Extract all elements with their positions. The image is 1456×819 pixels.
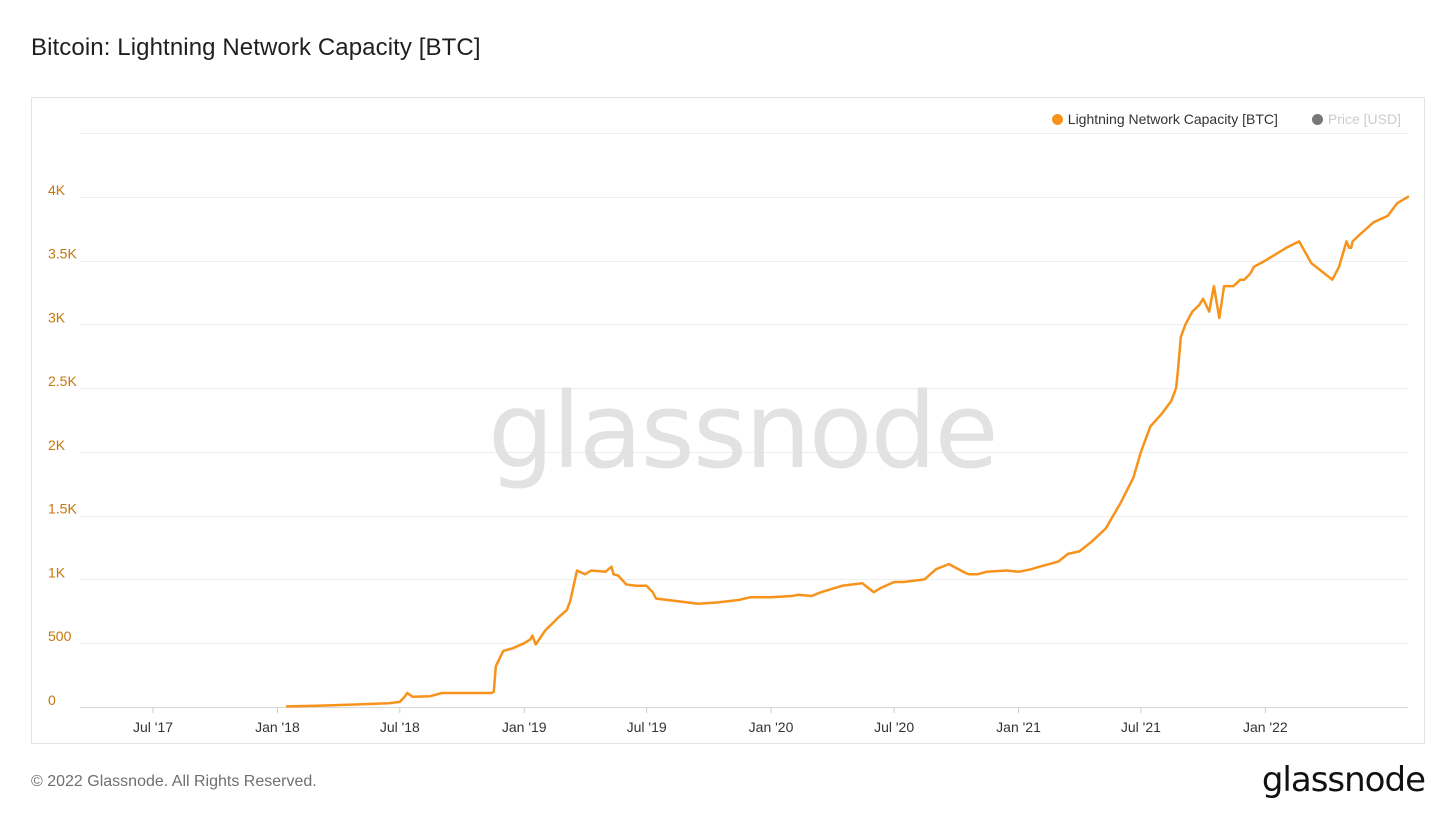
series-layer — [285, 195, 1410, 708]
y-tick-label: 4K — [48, 182, 66, 198]
page-title: Bitcoin: Lightning Network Capacity [BTC… — [31, 34, 481, 61]
x-tick-label: Jan '20 — [749, 719, 794, 735]
legend-item-capacity[interactable]: Lightning Network Capacity [BTC] — [1051, 111, 1278, 127]
y-tick-label: 1.5K — [48, 501, 77, 517]
x-tick-label: Jul '20 — [874, 719, 914, 735]
y-tick-label: 500 — [48, 628, 72, 644]
x-tick-label: Jul '17 — [133, 719, 173, 735]
y-tick-label: 3K — [48, 309, 66, 325]
x-tick-label: Jul '18 — [380, 719, 420, 735]
x-tick-label: Jul '19 — [627, 719, 667, 735]
legend-label: Lightning Network Capacity [BTC] — [1067, 111, 1278, 127]
x-tick-label: Jul '21 — [1121, 719, 1161, 735]
glassnode-logo[interactable]: glassnode — [1261, 760, 1426, 800]
y-tick-label: 2K — [48, 437, 66, 453]
x-tick-label: Jan '19 — [502, 719, 547, 735]
legend-label: Price [USD] — [1327, 111, 1401, 127]
legend-dot-icon — [1051, 113, 1063, 125]
series-line-capacity[interactable] — [285, 195, 1410, 708]
x-tick-label: Jan '21 — [996, 719, 1041, 735]
chart-legend: Lightning Network Capacity [BTC] Price [… — [1051, 111, 1401, 127]
watermark-logo: glassnode — [488, 370, 999, 492]
legend-dot-icon — [1311, 113, 1323, 125]
copyright-text: © 2022 Glassnode. All Rights Reserved. — [31, 773, 317, 790]
x-axis: Jul '17 Jan '18 Jul '18 Jan '19 Jul '19 Jan '… — [133, 707, 1288, 735]
y-tick-label: 0 — [48, 692, 56, 708]
legend-item-price[interactable]: Price [USD] — [1311, 111, 1401, 127]
x-tick-label: Jan '18 — [255, 719, 300, 735]
y-tick-label: 1K — [48, 564, 66, 580]
chart-frame — [31, 97, 1425, 744]
x-tick-label: Jan '22 — [1243, 719, 1288, 735]
y-axis: 0 500 1K 1.5K 2K 2.5K 3K 3.5K 4K — [48, 182, 77, 708]
y-tick-label: 3.5K — [48, 246, 77, 262]
y-tick-label: 2.5K — [48, 373, 77, 389]
